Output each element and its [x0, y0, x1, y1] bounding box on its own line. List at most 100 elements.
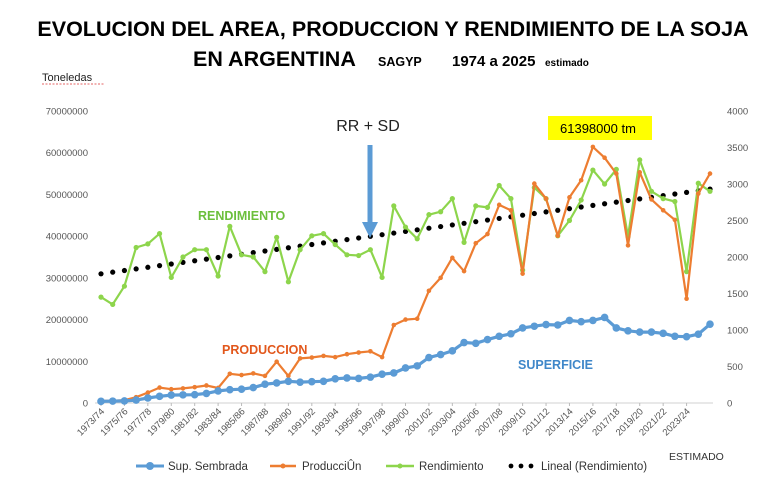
rendimiento-point [414, 236, 420, 242]
left-tick-label: 50000000 [46, 190, 88, 201]
trend-point [449, 222, 455, 228]
produccion-point [649, 197, 654, 202]
superficie-point [308, 377, 316, 386]
trend-point [414, 227, 420, 233]
rendimiento-point [484, 204, 491, 210]
superficie-point [460, 338, 468, 347]
produccion-point [450, 255, 455, 261]
trend-point [215, 254, 221, 261]
legend-label-lineal: Lineal (Rendimiento) [541, 461, 647, 473]
left-tick-label: 20000000 [46, 315, 88, 326]
x-axis-ticks: 1973/741975/761977/781979/801981/821983/… [75, 403, 693, 438]
trend-point [203, 256, 210, 262]
produccion-point [473, 240, 479, 246]
superficie-point [518, 324, 527, 332]
rendimiento-point [356, 252, 362, 259]
rendimiento-point [637, 157, 643, 163]
rendimiento-point [508, 196, 514, 202]
rendimiento-point [461, 239, 467, 245]
trend-point [566, 206, 573, 212]
produccion-point [414, 316, 420, 322]
superficie-point [671, 332, 679, 341]
left-tick-label: 0 [83, 399, 88, 410]
superficie-point [179, 391, 187, 399]
chart-subtitle-source: SAGYP [378, 55, 422, 69]
produccion-point [555, 233, 561, 239]
trend-point [320, 240, 327, 246]
superficie-point [249, 383, 258, 392]
produccion-point [356, 350, 361, 355]
produccion-point [309, 355, 315, 360]
trend-point [613, 199, 619, 205]
legend-marker-prod-dot [280, 463, 286, 469]
trend-point [625, 197, 631, 204]
trend-point [590, 202, 596, 208]
trend-point [156, 263, 163, 269]
trend-point [309, 241, 315, 248]
trend-point [121, 267, 128, 274]
rendimiento-point [98, 294, 104, 300]
rendimiento-point [180, 254, 186, 260]
produccion-point [391, 322, 397, 328]
superficie-point [542, 320, 550, 329]
rendimiento-point [590, 167, 596, 173]
trend-point [555, 207, 561, 213]
rendimiento-point [192, 247, 198, 253]
superficie-point [530, 322, 539, 331]
produccion-point [461, 268, 467, 274]
rendimiento-point [274, 234, 280, 240]
superficie-point [448, 347, 457, 355]
superficie-point [132, 396, 140, 404]
produccion-point [321, 353, 326, 359]
superficie-point [354, 374, 363, 383]
produccion-point [262, 373, 268, 379]
produccion-point [602, 155, 607, 161]
rendimiento-point [426, 212, 432, 218]
superficie-point [507, 329, 515, 338]
superficie-point [647, 328, 656, 336]
produccion-point [239, 372, 244, 378]
trend-point [484, 217, 491, 223]
produccion-point [672, 217, 678, 223]
legend-marker-lineal-dot-3 [528, 463, 534, 469]
produccion-point [379, 354, 385, 360]
superficie-point [436, 350, 445, 359]
right-tick-label: 2000 [727, 253, 748, 264]
rendimiento-point [285, 279, 291, 285]
rendimiento-point [379, 274, 385, 281]
legend-label-prod: ProducciÛn [302, 460, 361, 473]
right-axis-ticks: 0 500 1000 1500 2000 2500 3000 3500 4000 [727, 107, 748, 410]
superficie-point [155, 392, 164, 401]
rendimiento-point [449, 196, 455, 202]
produccion-point [227, 371, 233, 377]
superficie-point [565, 316, 574, 325]
rendimiento-point [601, 181, 608, 187]
rendimiento-point [391, 203, 397, 209]
produccion-point [297, 356, 303, 361]
rendimiento-point [156, 231, 163, 237]
superficie-point [296, 378, 304, 386]
trend-point [98, 271, 104, 277]
left-tick-label: 70000000 [46, 107, 88, 118]
trend-point [672, 191, 678, 197]
produccion-point [403, 317, 408, 322]
superficie-point [624, 327, 632, 335]
trend-point [637, 196, 643, 202]
right-tick-label: 2500 [727, 216, 748, 227]
trend-point [683, 189, 690, 195]
rendimiento-point [262, 269, 268, 275]
trend-point [356, 235, 362, 241]
right-tick-label: 1000 [727, 326, 748, 337]
superficie-point [202, 389, 211, 398]
legend-label-rend: Rendimiento [419, 461, 484, 473]
produccion-point [532, 181, 537, 186]
estimado-note: ESTIMADO [669, 451, 724, 463]
trend-point [168, 261, 174, 267]
superficie-point [108, 397, 117, 405]
rendimiento-point [133, 244, 139, 251]
produccion-point [204, 383, 209, 388]
superficie-point [413, 362, 422, 370]
rendimiento-point [121, 283, 128, 289]
superficie-point [577, 317, 585, 326]
superficie-point [144, 394, 152, 402]
